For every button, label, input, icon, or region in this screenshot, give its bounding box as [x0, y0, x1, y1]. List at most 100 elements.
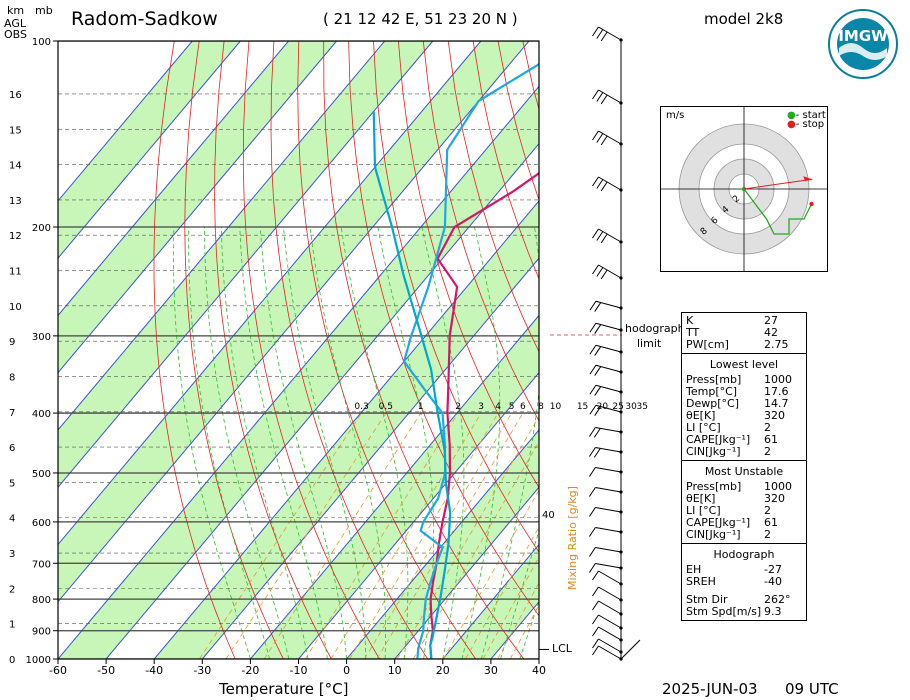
mb-axis-label: mb [35, 4, 53, 17]
km-tick-label: 0 [9, 655, 15, 666]
lowest-index-key: Temp[°C] [686, 385, 738, 398]
hodograph-indices-section: Hodograph EH -27 SREH -40 Stm Dir 262° Stm Sp… [682, 543, 806, 620]
pressure-tick-label: 300 [32, 332, 51, 343]
wind-barb [598, 26, 622, 41]
mixing-ratio-label: 4 [495, 402, 501, 412]
time-label: 09 UTC [785, 680, 839, 698]
km-tick-label: 10 [9, 302, 22, 313]
series-line-temperature [429, 171, 539, 659]
indices-panel: K 27 TT 42 PW[cm] 2.75 Lowest level Press[mb]… [681, 312, 807, 621]
wind-barb-feather [600, 94, 608, 105]
start-dot-icon: ● [787, 110, 796, 121]
wind-barb-feather [592, 614, 599, 625]
lowest-index-value: 1000 [764, 373, 792, 386]
general-index-row: TT 42 [682, 327, 806, 339]
mixing-ratio-label: 10 [550, 402, 562, 412]
wind-barb-feather [596, 267, 604, 277]
mixing-ratio-line [364, 412, 512, 659]
wind-barb [595, 446, 622, 453]
hodo-index-key: SREH [686, 575, 716, 588]
lowest-index-key: Dewp[°C] [686, 397, 739, 410]
lowest-index-value: 61 [764, 433, 778, 446]
moist-adiabat [309, 226, 386, 659]
mixing-ratio-line [396, 415, 539, 659]
lowest-index-key: LI [°C] [686, 421, 721, 434]
mixing-ratio-line [330, 412, 482, 659]
x-tick-label: 30 [484, 664, 498, 677]
moist-adiabat [340, 226, 409, 659]
hodograph-stop-point [809, 201, 814, 207]
hodograph-limit-label: hodograph [625, 322, 685, 335]
wind-barb [598, 228, 622, 243]
storm-index-row: Stm Dir 262° [682, 594, 806, 606]
dry-adiabat [447, 41, 539, 353]
mixing-ratio-line [376, 412, 524, 659]
hodograph-ring-label: 4 [720, 204, 731, 216]
dry-adiabat [214, 41, 332, 659]
km-tick-label: 5 [9, 478, 15, 489]
dry-adiabat [242, 41, 380, 659]
wind-barb [595, 466, 622, 473]
unstable-index-key: LI [°C] [686, 504, 721, 517]
wind-barb-feather [592, 570, 599, 581]
wind-barb [595, 322, 622, 331]
hodograph-legend-stop: ●- stop [787, 119, 825, 130]
mixing-ratio-line [263, 412, 422, 659]
dry-adiabat [822, 41, 910, 659]
unstable-index-row: LI [°C] 2 [682, 505, 806, 517]
hodograph-trace [743, 188, 813, 235]
lowest-index-row: LI [°C] 2 [682, 422, 806, 434]
pressure-tick-label: 1000 [26, 655, 51, 666]
dry-adiabat [871, 41, 910, 659]
dry-adiabat [270, 41, 428, 659]
isotherm-line [346, 429, 539, 659]
wind-barb-feather [594, 386, 602, 396]
unstable-index-key: CAPE[Jkg⁻¹] [686, 516, 751, 529]
wind-barb-feather [594, 324, 602, 334]
km-tick-label: 3 [9, 549, 15, 560]
hodo-index-key: EH [686, 563, 702, 576]
most-unstable-section: Most Unstable Press[mb] 1000 θE[K] 320 LI [°… [682, 460, 806, 543]
logo-text: IMGW [838, 27, 888, 45]
mixing-ratio-label: 5 [509, 402, 515, 412]
wind-barb [595, 506, 622, 513]
km-tick-label: 7 [9, 408, 15, 419]
wind-barb [595, 486, 622, 493]
unstable-index-value: 320 [764, 492, 785, 505]
pressure-tick-label: 500 [32, 469, 51, 480]
storm-index-value: 9.3 [764, 605, 782, 618]
lowest-index-value: 320 [764, 409, 785, 422]
km-axis-label: km [7, 4, 25, 17]
mixing-ratio-line [497, 581, 539, 659]
mixing-ratio-label: 35 [637, 402, 648, 412]
unstable-index-row: Press[mb] 1000 [682, 481, 806, 493]
x-tick-label: 40 [532, 664, 546, 677]
mixing-ratio-label: 2 [455, 402, 461, 412]
hodo-index-value: -40 [764, 575, 782, 588]
x-tick-label: 10 [388, 664, 402, 677]
moist-adiabat [421, 226, 465, 659]
wind-barb-feather [600, 269, 608, 280]
isotherm-line [250, 314, 539, 659]
lowest-index-row: Dewp[°C] 14.7 [682, 398, 806, 410]
wind-barb-feather [592, 264, 599, 275]
isotherm-line [58, 41, 289, 317]
dry-adiabat [847, 41, 910, 659]
mixing-forty-label: 40 [542, 510, 555, 521]
station-coordinates: ( 21 12 42 E, 51 23 20 N ) [323, 10, 518, 28]
unstable-index-key: CIN[Jkg⁻¹] [686, 528, 741, 541]
general-index-row: PW[cm] 2.75 [682, 339, 806, 351]
unstable-index-row: CAPE[Jkg⁻¹] 61 [682, 517, 806, 529]
general-index-key: PW[cm] [686, 338, 729, 351]
wind-barb-feather [594, 406, 602, 416]
series-line-dew-point [402, 62, 539, 659]
lowest-index-row: θE[K] 320 [682, 410, 806, 422]
hodograph-indices-title: Hodograph [713, 548, 775, 561]
hodograph-unit: m/s [666, 110, 685, 121]
unstable-index-value: 2 [764, 528, 771, 541]
dry-adiabat [184, 41, 284, 659]
lowest-index-row: Press[mb] 1000 [682, 374, 806, 386]
lowest-level-title: Lowest level [709, 358, 779, 371]
wind-barb-feather [592, 130, 599, 141]
mixing-ratio-label: 0.3 [354, 402, 368, 412]
